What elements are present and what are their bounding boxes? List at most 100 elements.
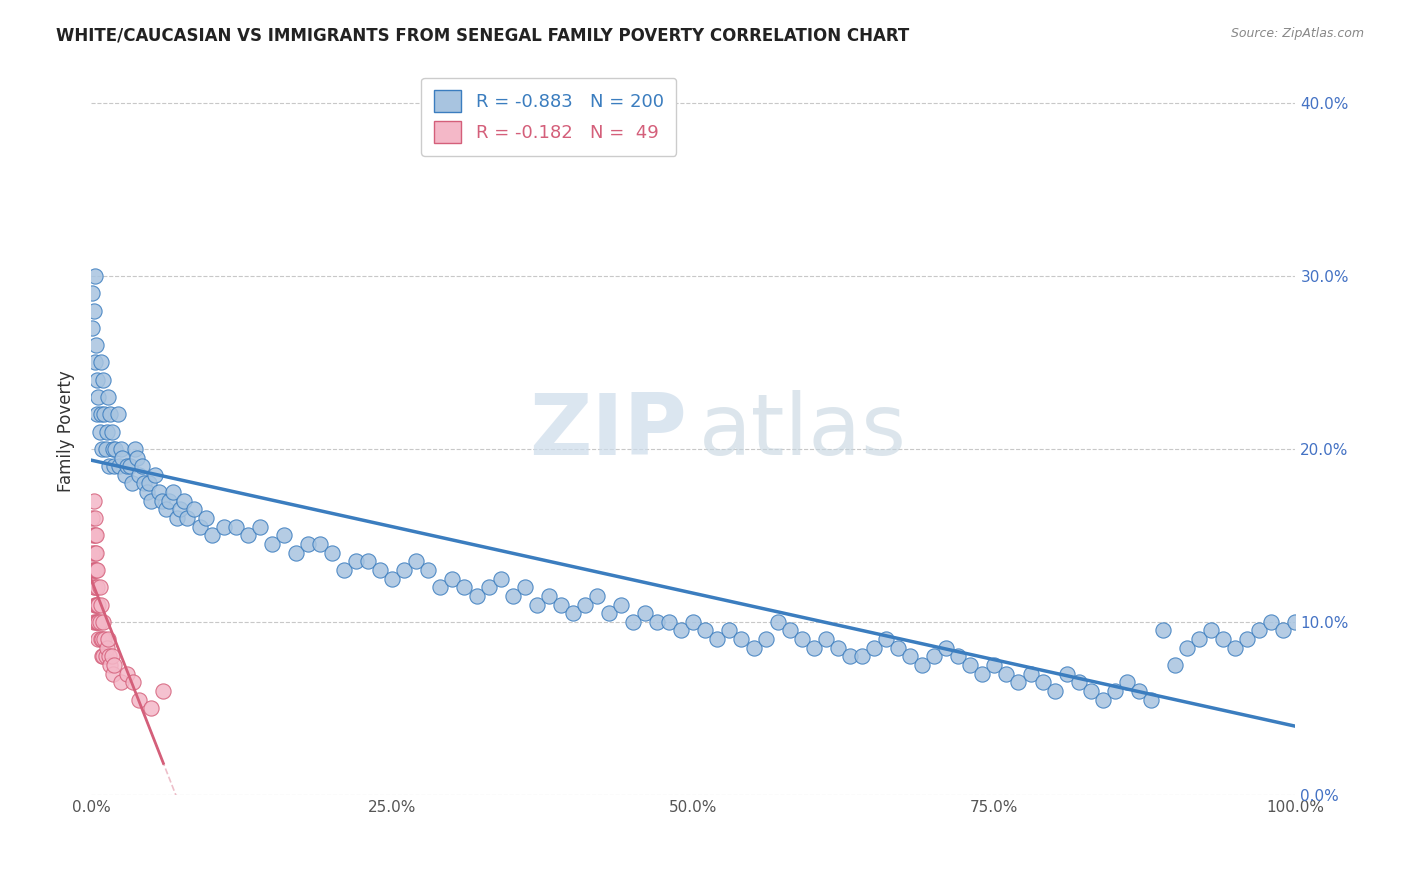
Point [1249,624,1271,638]
Point [134,476,156,491]
Point [125,450,148,465]
Point [453,580,475,594]
Point [948,649,970,664]
Point [98,459,121,474]
Point [610,598,633,612]
Point [86,407,108,421]
Point [284,546,307,560]
Point [333,563,356,577]
Point [851,649,873,664]
Point [779,624,801,638]
Point [1236,632,1258,646]
Point [754,632,776,646]
Point [1175,640,1198,655]
Point [118,459,141,474]
Point [86,598,108,612]
Point [983,658,1005,673]
Point [477,580,499,594]
Point [83,580,105,594]
Point [84,615,107,629]
Point [91,373,114,387]
Point [103,658,125,673]
Point [110,675,132,690]
Point [100,649,122,664]
Point [1091,692,1114,706]
Point [82,511,104,525]
Legend:  [696,853,710,866]
Point [93,632,115,646]
Point [150,493,173,508]
Point [143,467,166,482]
Point [84,338,107,352]
Point [357,554,380,568]
Point [98,649,121,664]
Point [131,459,153,474]
Point [87,615,110,629]
Point [1115,675,1137,690]
Point [82,286,104,301]
Point [706,632,728,646]
Point [321,546,343,560]
Point [100,407,122,421]
Point [429,580,451,594]
Point [297,537,319,551]
Point [96,425,118,439]
Point [863,640,886,655]
Text: ZIP: ZIP [530,390,688,473]
Point [887,640,910,655]
Legend: R = -0.883   N = 200, R = -0.182   N =  49: R = -0.883 N = 200, R = -0.182 N = 49 [422,78,676,156]
Point [94,649,117,664]
Point [898,649,921,664]
Point [103,459,125,474]
Point [718,624,741,638]
Point [86,373,108,387]
Point [273,528,295,542]
Point [100,425,122,439]
Point [1140,692,1163,706]
Point [561,606,583,620]
Point [121,476,143,491]
Point [1188,632,1211,646]
Point [162,485,184,500]
Point [212,519,235,533]
Point [176,511,198,525]
Point [418,563,440,577]
Point [91,649,114,664]
Point [90,598,112,612]
Point [83,528,105,542]
Point [83,598,105,612]
Point [634,606,657,620]
Point [141,493,163,508]
Point [742,640,765,655]
Point [537,589,560,603]
Point [97,632,120,646]
Point [91,615,114,629]
Point [574,598,596,612]
Point [550,598,572,612]
Point [111,450,134,465]
Point [83,563,105,577]
Point [814,632,837,646]
Point [790,632,813,646]
Point [959,658,981,673]
Point [128,692,150,706]
Point [89,580,111,594]
Point [166,511,188,525]
Point [441,572,464,586]
Point [682,615,704,629]
Point [489,572,512,586]
Point [87,632,110,646]
Point [260,537,283,551]
Point [83,303,105,318]
Point [83,268,105,283]
Point [122,675,145,690]
Point [249,519,271,533]
Point [83,493,105,508]
Point [972,666,994,681]
Point [394,563,416,577]
Point [1104,684,1126,698]
Point [114,467,136,482]
Point [84,528,107,542]
Point [1284,615,1306,629]
Point [598,606,620,620]
